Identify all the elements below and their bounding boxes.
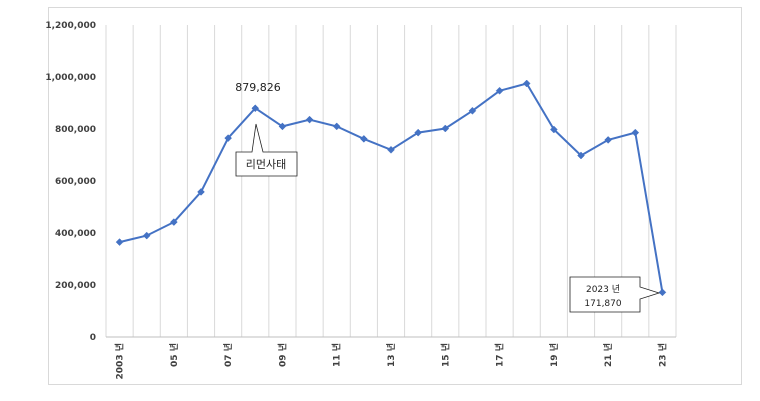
peak-value-label: 879,826: [235, 81, 281, 94]
data-point: [278, 122, 287, 131]
x-tick-label: 2003 년: [114, 343, 126, 379]
x-tick-label: 15 년: [439, 343, 451, 367]
y-tick-label: 200,000: [55, 281, 96, 291]
y-tick-label: 1,000,000: [45, 73, 96, 83]
x-tick-label: 23 년: [656, 343, 668, 367]
data-point: [115, 238, 124, 246]
x-tick-label: 19 년: [548, 343, 560, 367]
data-point: [332, 122, 341, 131]
data-point: [414, 128, 422, 137]
data-point: [468, 106, 477, 115]
y-tick-label: 400,000: [55, 229, 96, 239]
data-point: [251, 104, 260, 113]
chart-frame: [48, 7, 742, 385]
data-point: [522, 79, 531, 88]
x-tick-label: 13 년: [385, 343, 397, 367]
lehman-callout-text: 리먼사태: [246, 158, 286, 171]
data-point: [550, 125, 558, 134]
data-point: [142, 231, 151, 240]
x-tick-label: 21 년: [602, 343, 614, 367]
data-point: [441, 124, 450, 133]
data-point: [197, 188, 205, 196]
data-point: [360, 135, 368, 143]
year-2023-callout-line2: 171,870: [584, 299, 621, 309]
x-tick-label: 05 년: [168, 343, 180, 367]
x-tick-label: 17 년: [494, 343, 506, 367]
data-point: [170, 218, 178, 226]
data-point: [577, 151, 585, 160]
data-point: [224, 134, 232, 142]
x-tick-label: 11 년: [331, 343, 343, 367]
x-tick-label: 07 년: [222, 343, 234, 367]
series-line: [119, 82, 664, 293]
year-2023-callout-line1: 2023 년: [586, 284, 620, 295]
year-2023-callout: 2023 년 171,870: [569, 276, 661, 313]
data-point: [604, 136, 612, 144]
y-tick-label: 1,200,000: [45, 21, 96, 31]
data-point: [658, 288, 667, 297]
y-tick-label: 0: [90, 333, 96, 343]
data-point: [495, 86, 504, 95]
data-point: [631, 128, 640, 137]
data-point: [305, 115, 314, 124]
y-tick-label: 800,000: [55, 125, 96, 135]
lehman-callout: 리먼사태: [235, 123, 298, 177]
data-point: [387, 145, 395, 154]
y-tick-label: 600,000: [55, 177, 96, 187]
x-tick-label: 09 년: [276, 343, 288, 367]
